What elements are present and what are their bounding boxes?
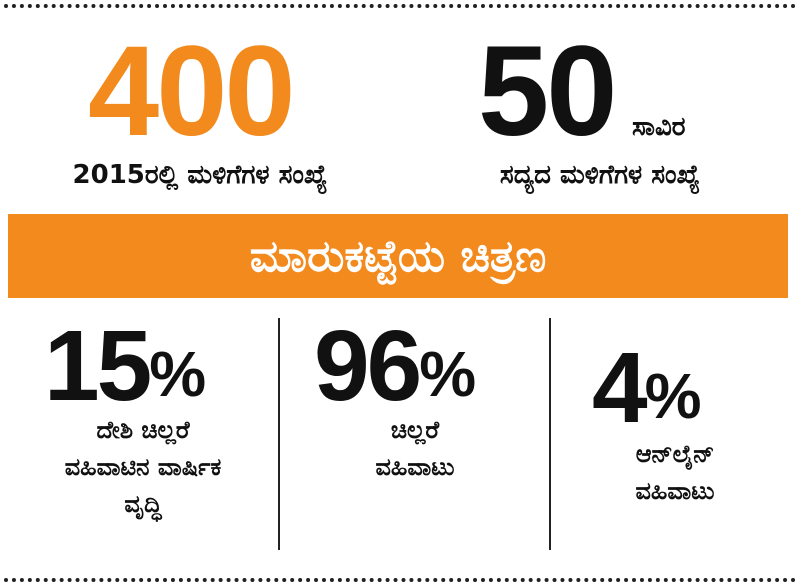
caption-line: ವಹಿವಾಟು: [375, 453, 455, 482]
column-divider: [278, 318, 280, 550]
percent-sign: %: [149, 338, 207, 410]
current-stores-unit: ಸಾವಿರ: [632, 112, 686, 142]
stores-2015-value: 400: [88, 20, 296, 163]
percent-sign: %: [644, 360, 702, 432]
stat-value: 15: [44, 310, 152, 422]
domestic-retail-growth-caption: ದೇಶಿ ಚಿಲ್ಲರೆ ವಹಿವಾಟಿನ ವಾರ್ಷಿಕ ವೃದ್ಧಿ: [18, 412, 268, 524]
banner-title: ಮಾರುಕಟ್ಟೆಯ ಚಿತ್ರಣ: [249, 230, 547, 282]
caption-line: ವಹಿವಾಟು: [635, 477, 715, 506]
stores-2015-caption: 2015ರಲ್ಲಿ ಮಳಿಗೆಗಳ ಸಂಖ್ಯೆ: [72, 160, 328, 190]
caption-line: ದೇಶಿ ಚಿಲ್ಲರೆ: [96, 416, 190, 444]
caption-line: ಚಿಲ್ಲರೆ: [390, 416, 440, 444]
column-divider: [549, 318, 551, 550]
bottom-dotted-rule: [4, 578, 796, 582]
caption-line: ಆನ್‌ಲೈನ್: [635, 440, 715, 468]
retail-trade-caption: ಚಿಲ್ಲರೆ ವಹಿವಾಟು: [300, 412, 530, 486]
retail-trade-stat: 96 %: [314, 316, 476, 416]
domestic-retail-growth-stat: 15 %: [44, 316, 206, 416]
percent-sign: %: [419, 338, 477, 410]
current-stores-caption: ಸದ್ಯದ ಮಳಿಗೆಗಳ ಸಂಖ್ಯೆ: [499, 160, 701, 190]
stat-value: 4: [592, 332, 648, 444]
market-banner: ಮಾರುಕಟ್ಟೆಯ ಚಿತ್ರಣ: [8, 214, 788, 298]
online-trade-stat: 4 %: [592, 338, 702, 438]
stat-value: 96: [314, 310, 422, 422]
top-dotted-rule: [4, 4, 796, 8]
caption-line: ವಹಿವಾಟಿನ ವಾರ್ಷಿಕ: [64, 453, 222, 482]
caption-line: ವೃದ್ಧಿ: [124, 490, 162, 519]
current-stores-value: 50: [478, 20, 617, 163]
online-trade-caption: ಆನ್‌ಲೈನ್ ವಹಿವಾಟು: [570, 436, 780, 510]
